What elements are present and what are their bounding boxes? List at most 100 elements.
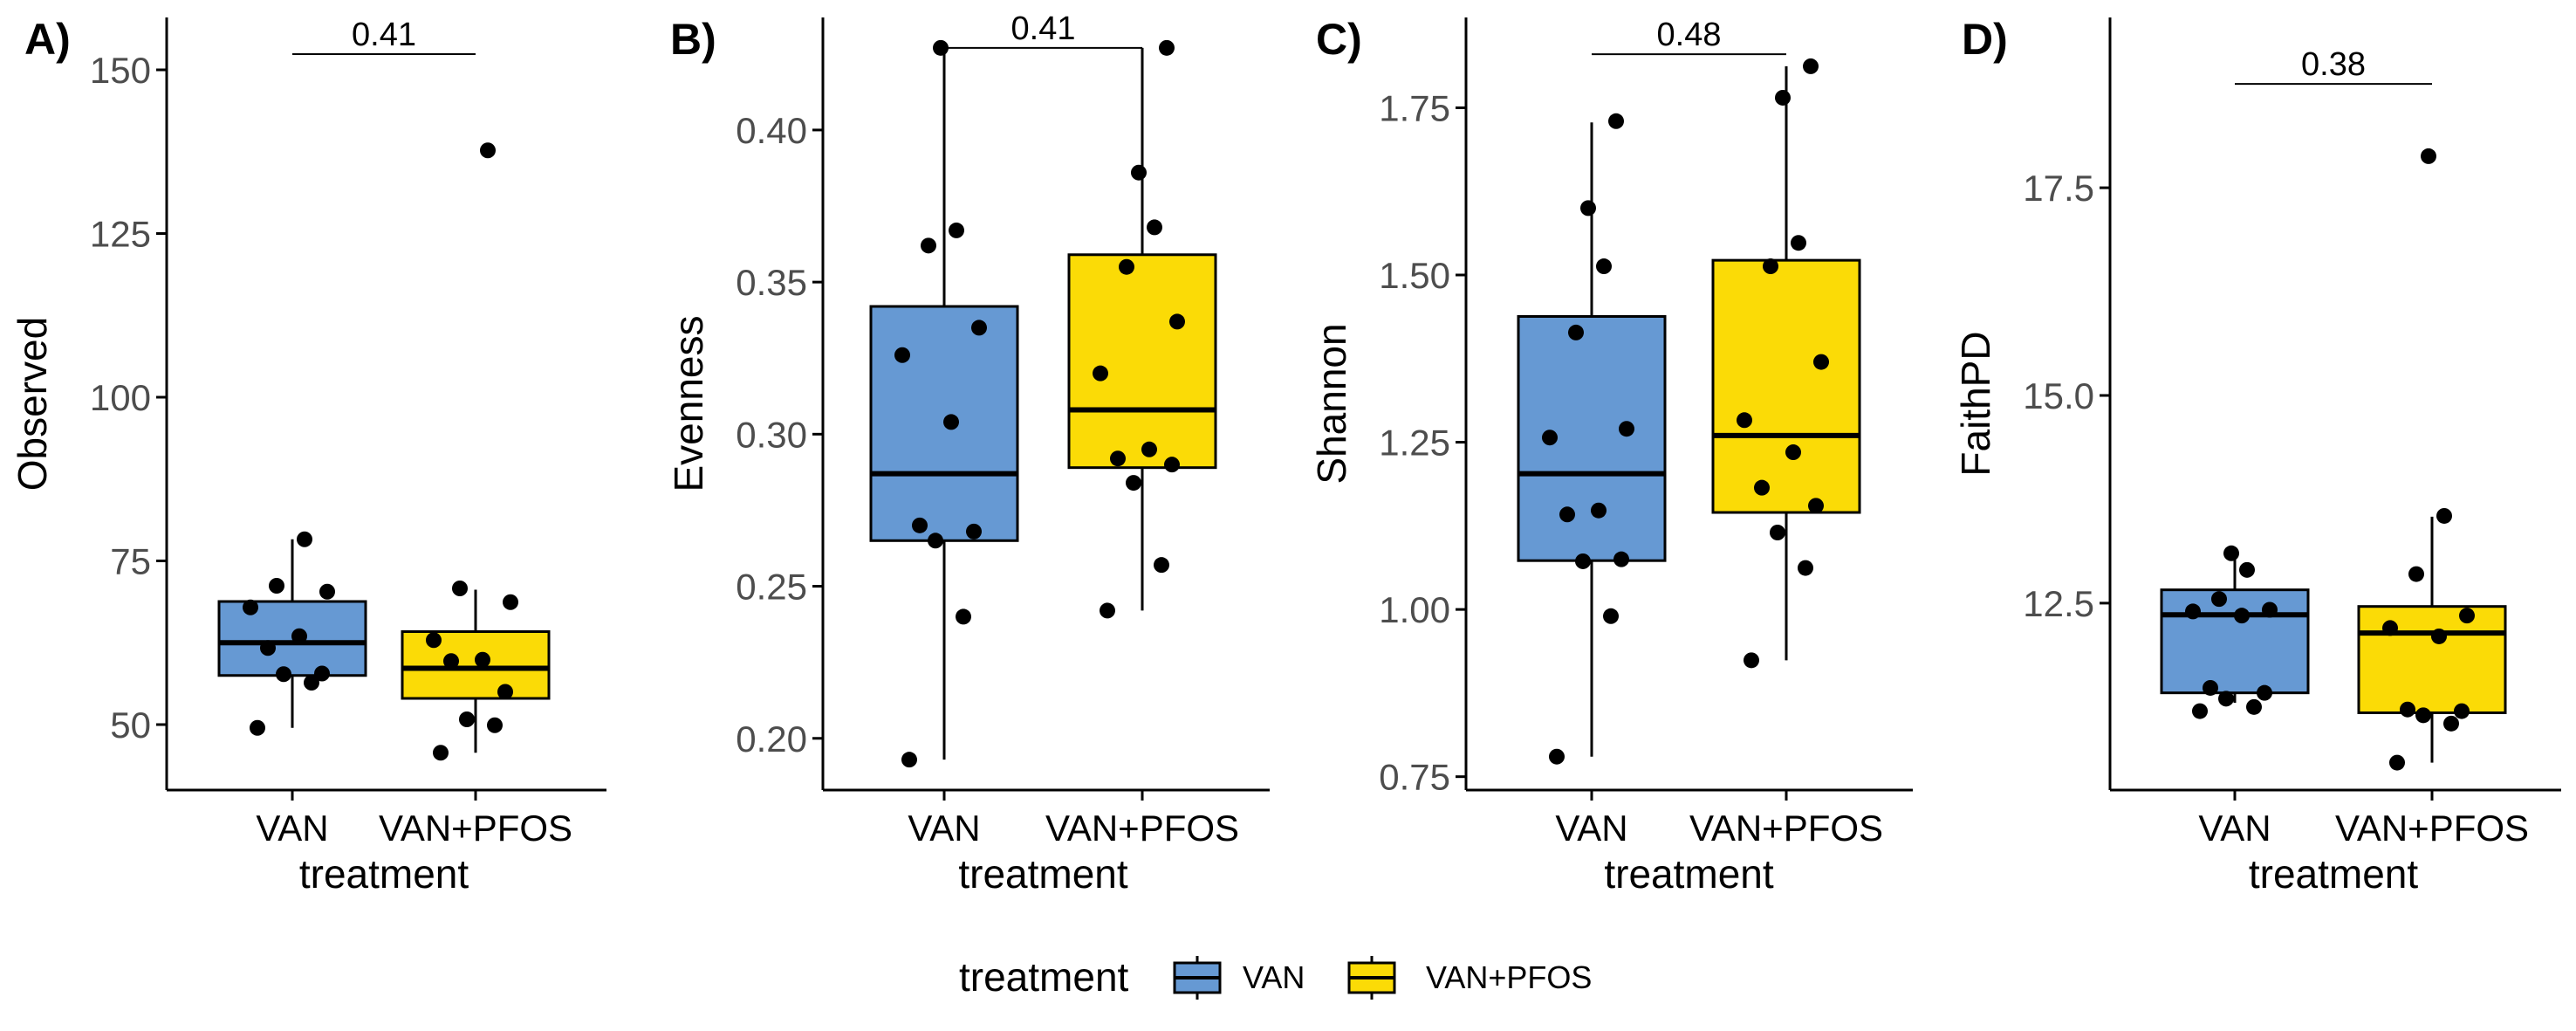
data-point bbox=[901, 752, 917, 768]
data-point bbox=[1141, 441, 1157, 457]
data-point bbox=[2443, 715, 2459, 732]
data-point bbox=[971, 320, 987, 336]
data-point bbox=[497, 684, 513, 700]
data-point bbox=[1154, 557, 1169, 574]
data-point bbox=[2234, 608, 2250, 624]
data-point bbox=[1770, 525, 1785, 540]
data-point bbox=[943, 414, 959, 430]
y-tick-label: 1.00 bbox=[1379, 589, 1450, 630]
data-point bbox=[949, 222, 964, 238]
panel-label: B) bbox=[670, 15, 716, 64]
data-point bbox=[1608, 113, 1624, 129]
y-tick-label: 17.5 bbox=[2023, 168, 2094, 209]
data-point bbox=[1575, 553, 1591, 569]
data-point bbox=[1775, 89, 1791, 106]
legend-label-van: VAN bbox=[1243, 959, 1305, 995]
data-point bbox=[1619, 421, 1634, 437]
data-point bbox=[2239, 561, 2255, 578]
data-point bbox=[2389, 754, 2405, 771]
data-point bbox=[2211, 591, 2227, 608]
box-van bbox=[2160, 554, 2310, 704]
data-point bbox=[433, 745, 449, 761]
data-point bbox=[1798, 560, 1813, 576]
x-tick-label: VAN+PFOS bbox=[379, 808, 572, 849]
data-point bbox=[1119, 258, 1134, 275]
data-point bbox=[291, 628, 307, 644]
panel-3: 0.75 1.00 1.25 1.50 1.75 VAN VAN+PFOStreatment… bbox=[1309, 15, 1913, 897]
data-point bbox=[2454, 703, 2470, 719]
iqr-box bbox=[2357, 605, 2507, 714]
data-point bbox=[319, 583, 335, 600]
data-point bbox=[2185, 603, 2201, 620]
data-point bbox=[1568, 324, 1584, 340]
legend-key-van bbox=[1173, 956, 1222, 1000]
data-point bbox=[2246, 698, 2262, 715]
box-van-pfos bbox=[1067, 47, 1217, 611]
data-point bbox=[426, 632, 442, 649]
data-point bbox=[966, 523, 982, 540]
data-point bbox=[243, 599, 258, 615]
legend-title: treatment bbox=[959, 954, 1129, 1000]
data-point bbox=[1159, 39, 1175, 56]
panel-2: 0.20 0.25 0.30 0.35 0.40 VAN VAN+PFOStreatment… bbox=[666, 10, 1270, 897]
x-axis-title: treatment bbox=[1604, 851, 1774, 897]
y-axis-title: Shannon bbox=[1309, 323, 1354, 484]
data-point bbox=[2382, 620, 2398, 636]
x-axis-title: treatment bbox=[2249, 851, 2419, 897]
y-axis-title: Observed bbox=[10, 317, 55, 491]
data-point bbox=[1596, 258, 1612, 275]
p-value-label: 0.48 bbox=[1657, 17, 1722, 53]
x-tick-label: VAN+PFOS bbox=[1045, 808, 1239, 849]
y-tick-label: 125 bbox=[90, 214, 151, 255]
data-point bbox=[1542, 430, 1558, 446]
iqr-box bbox=[2160, 588, 2310, 695]
data-point bbox=[260, 640, 276, 656]
data-point bbox=[1164, 457, 1180, 473]
data-point bbox=[1763, 258, 1778, 275]
data-point bbox=[1737, 412, 1752, 429]
data-point bbox=[2257, 684, 2272, 701]
x-tick-label: VAN+PFOS bbox=[1689, 808, 1883, 849]
data-point bbox=[276, 666, 291, 683]
y-tick-label: 0.75 bbox=[1379, 757, 1450, 798]
data-point bbox=[1744, 652, 1759, 669]
panel-label: A) bbox=[24, 15, 71, 64]
y-tick-label: 0.25 bbox=[736, 567, 807, 608]
x-tick-label: VAN bbox=[908, 808, 980, 849]
data-point bbox=[250, 719, 265, 736]
y-tick-label: 100 bbox=[90, 377, 151, 418]
panel-label: D) bbox=[1962, 15, 2008, 64]
y-tick-label: 0.35 bbox=[736, 262, 807, 303]
box-van-pfos bbox=[1711, 65, 1861, 661]
data-point bbox=[1110, 450, 1126, 467]
iqr-box bbox=[1067, 253, 1217, 470]
x-tick-label: VAN bbox=[1555, 808, 1627, 849]
data-point bbox=[1591, 502, 1607, 519]
y-tick-label: 0.40 bbox=[736, 110, 807, 151]
data-point bbox=[2459, 608, 2475, 624]
data-point bbox=[304, 675, 319, 691]
data-point bbox=[928, 533, 943, 549]
y-tick-label: 1.75 bbox=[1379, 87, 1450, 128]
data-point bbox=[503, 594, 518, 610]
data-point bbox=[912, 517, 928, 533]
data-point bbox=[452, 581, 468, 596]
data-point bbox=[2400, 701, 2415, 718]
data-point bbox=[1603, 608, 1619, 624]
iqr-box bbox=[1711, 258, 1861, 514]
data-point bbox=[1613, 551, 1629, 567]
data-point bbox=[2421, 148, 2436, 164]
data-point bbox=[1147, 219, 1162, 236]
box-van-pfos bbox=[2357, 516, 2507, 763]
data-point bbox=[2436, 507, 2452, 524]
data-point bbox=[314, 665, 330, 682]
data-point bbox=[1100, 602, 1115, 619]
data-point bbox=[1785, 444, 1801, 461]
data-point bbox=[1813, 354, 1829, 370]
data-point bbox=[1131, 164, 1147, 181]
data-point bbox=[2431, 628, 2447, 644]
